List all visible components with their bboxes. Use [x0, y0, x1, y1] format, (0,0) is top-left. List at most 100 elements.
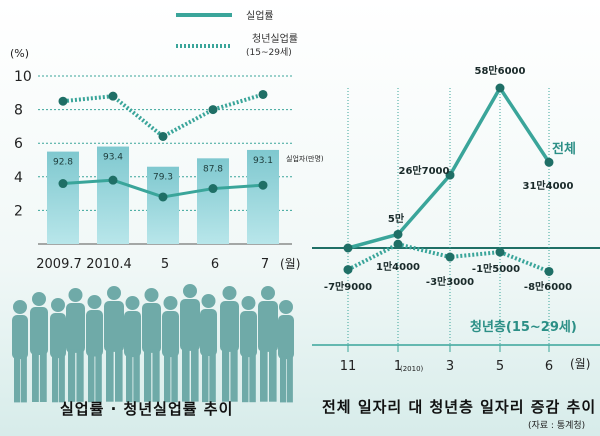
person-leg [164, 354, 171, 403]
y-tick-label: 10 [14, 69, 32, 85]
data-point [158, 192, 168, 202]
person-leg [133, 354, 140, 403]
right-x-unit-label: (월) [570, 357, 590, 371]
data-point [58, 179, 68, 189]
person-head [144, 288, 159, 302]
person-leg [52, 355, 59, 403]
x-tick-label: 6 [545, 359, 553, 374]
data-point [495, 247, 505, 257]
person-leg [222, 348, 230, 402]
data-point [544, 266, 554, 276]
data-point [393, 239, 403, 249]
person-body [142, 303, 161, 353]
y-tick-label: 6 [14, 136, 23, 152]
person-head [201, 294, 216, 308]
x-tick-label: 7 [261, 257, 269, 272]
legend-youth-range: (15~29세) [246, 47, 292, 58]
right-value-labels: 5만 26만7000 58만6000 31만4000 -7만9000 1만4000 -3만3… [324, 64, 574, 293]
person-head [51, 298, 65, 312]
value-label: -1만5000 [472, 262, 520, 275]
right-drop-lines [347, 88, 550, 352]
x-tick-label: 2010.4 [86, 257, 132, 272]
bar-value-label: 93.4 [103, 153, 123, 163]
bar-value-label: 92.8 [53, 158, 73, 168]
person-body [86, 310, 103, 357]
person-head [125, 296, 140, 310]
y-tick-label: 8 [14, 103, 23, 119]
person-body [278, 315, 294, 360]
bar [97, 146, 129, 244]
legend: 실업률 청년실업률 (15~29세) [176, 9, 298, 58]
person-leg [76, 349, 84, 402]
person-body [200, 309, 217, 357]
person-head [32, 292, 46, 306]
data-point [343, 265, 353, 275]
person-leg [39, 352, 47, 402]
data-point [393, 229, 403, 239]
person-head [68, 288, 83, 302]
x-tick-label: 1 [394, 359, 402, 374]
x-tick-label: 5 [161, 257, 169, 272]
person-head [279, 300, 293, 314]
data-point [108, 91, 118, 101]
person-leg [191, 347, 199, 402]
bar [197, 158, 229, 244]
person-leg [230, 348, 238, 402]
person-leg [152, 349, 160, 402]
person-leg [20, 356, 27, 403]
data-point [445, 170, 455, 180]
data-point [495, 83, 505, 93]
jobs-change-chart: 5만 26만7000 58만6000 31만4000 -7만9000 1만4000 -3만3… [312, 64, 600, 374]
left-bars [47, 146, 279, 244]
value-label: 58만6000 [475, 64, 526, 77]
person-head [183, 284, 197, 298]
value-label: 31만4000 [523, 179, 574, 192]
y-tick-label: 4 [14, 170, 23, 186]
bar [47, 151, 79, 244]
value-label: 5만 [388, 212, 405, 225]
person-body [258, 301, 278, 352]
y-tick-label: 2 [14, 203, 23, 219]
person-leg [88, 353, 95, 403]
person-body [66, 303, 85, 353]
person-head [222, 286, 237, 300]
data-point [445, 252, 455, 262]
data-point [258, 89, 268, 99]
right-x-sub-label: (2010) [400, 365, 424, 373]
legend-youth-label: 청년실업률 [252, 32, 298, 45]
person-leg [106, 348, 114, 402]
person-leg [182, 347, 190, 402]
person-leg [269, 348, 277, 402]
left-caption: 실업률 · 청년실업률 추이 [60, 400, 234, 418]
data-point [258, 180, 268, 190]
right-caption: 전체 일자리 대 청년층 일자리 증감 추이 [322, 398, 597, 416]
person-body [30, 307, 48, 355]
data-point [158, 131, 168, 141]
data-point [208, 105, 218, 115]
right-x-ticks: 11 1 3 5 6 [340, 359, 553, 374]
bar-value-label: 87.8 [203, 164, 223, 174]
person-body [180, 299, 200, 351]
person-leg [115, 348, 123, 402]
data-point [343, 243, 353, 253]
left-bar-labels: 92.8 93.4 79.3 87.8 93.1 [53, 153, 273, 183]
data-point [208, 184, 218, 194]
person-body [12, 315, 28, 360]
person-head [261, 286, 275, 300]
person-leg [260, 348, 268, 402]
legend-unemployment-label: 실업률 [246, 9, 274, 22]
person-leg [286, 356, 293, 403]
value-label: -7만9000 [324, 280, 372, 293]
person-body [104, 301, 124, 352]
source-note: (자료 : 통계청) [528, 421, 586, 431]
person-leg [14, 356, 21, 403]
x-tick-label: 2009.7 [36, 257, 82, 272]
series-total-label: 전체 [552, 141, 576, 157]
bar-value-label: 93.1 [253, 156, 273, 166]
value-label: 26만7000 [399, 164, 450, 177]
bar-value-label: 79.3 [153, 173, 173, 183]
person-leg [202, 353, 209, 403]
